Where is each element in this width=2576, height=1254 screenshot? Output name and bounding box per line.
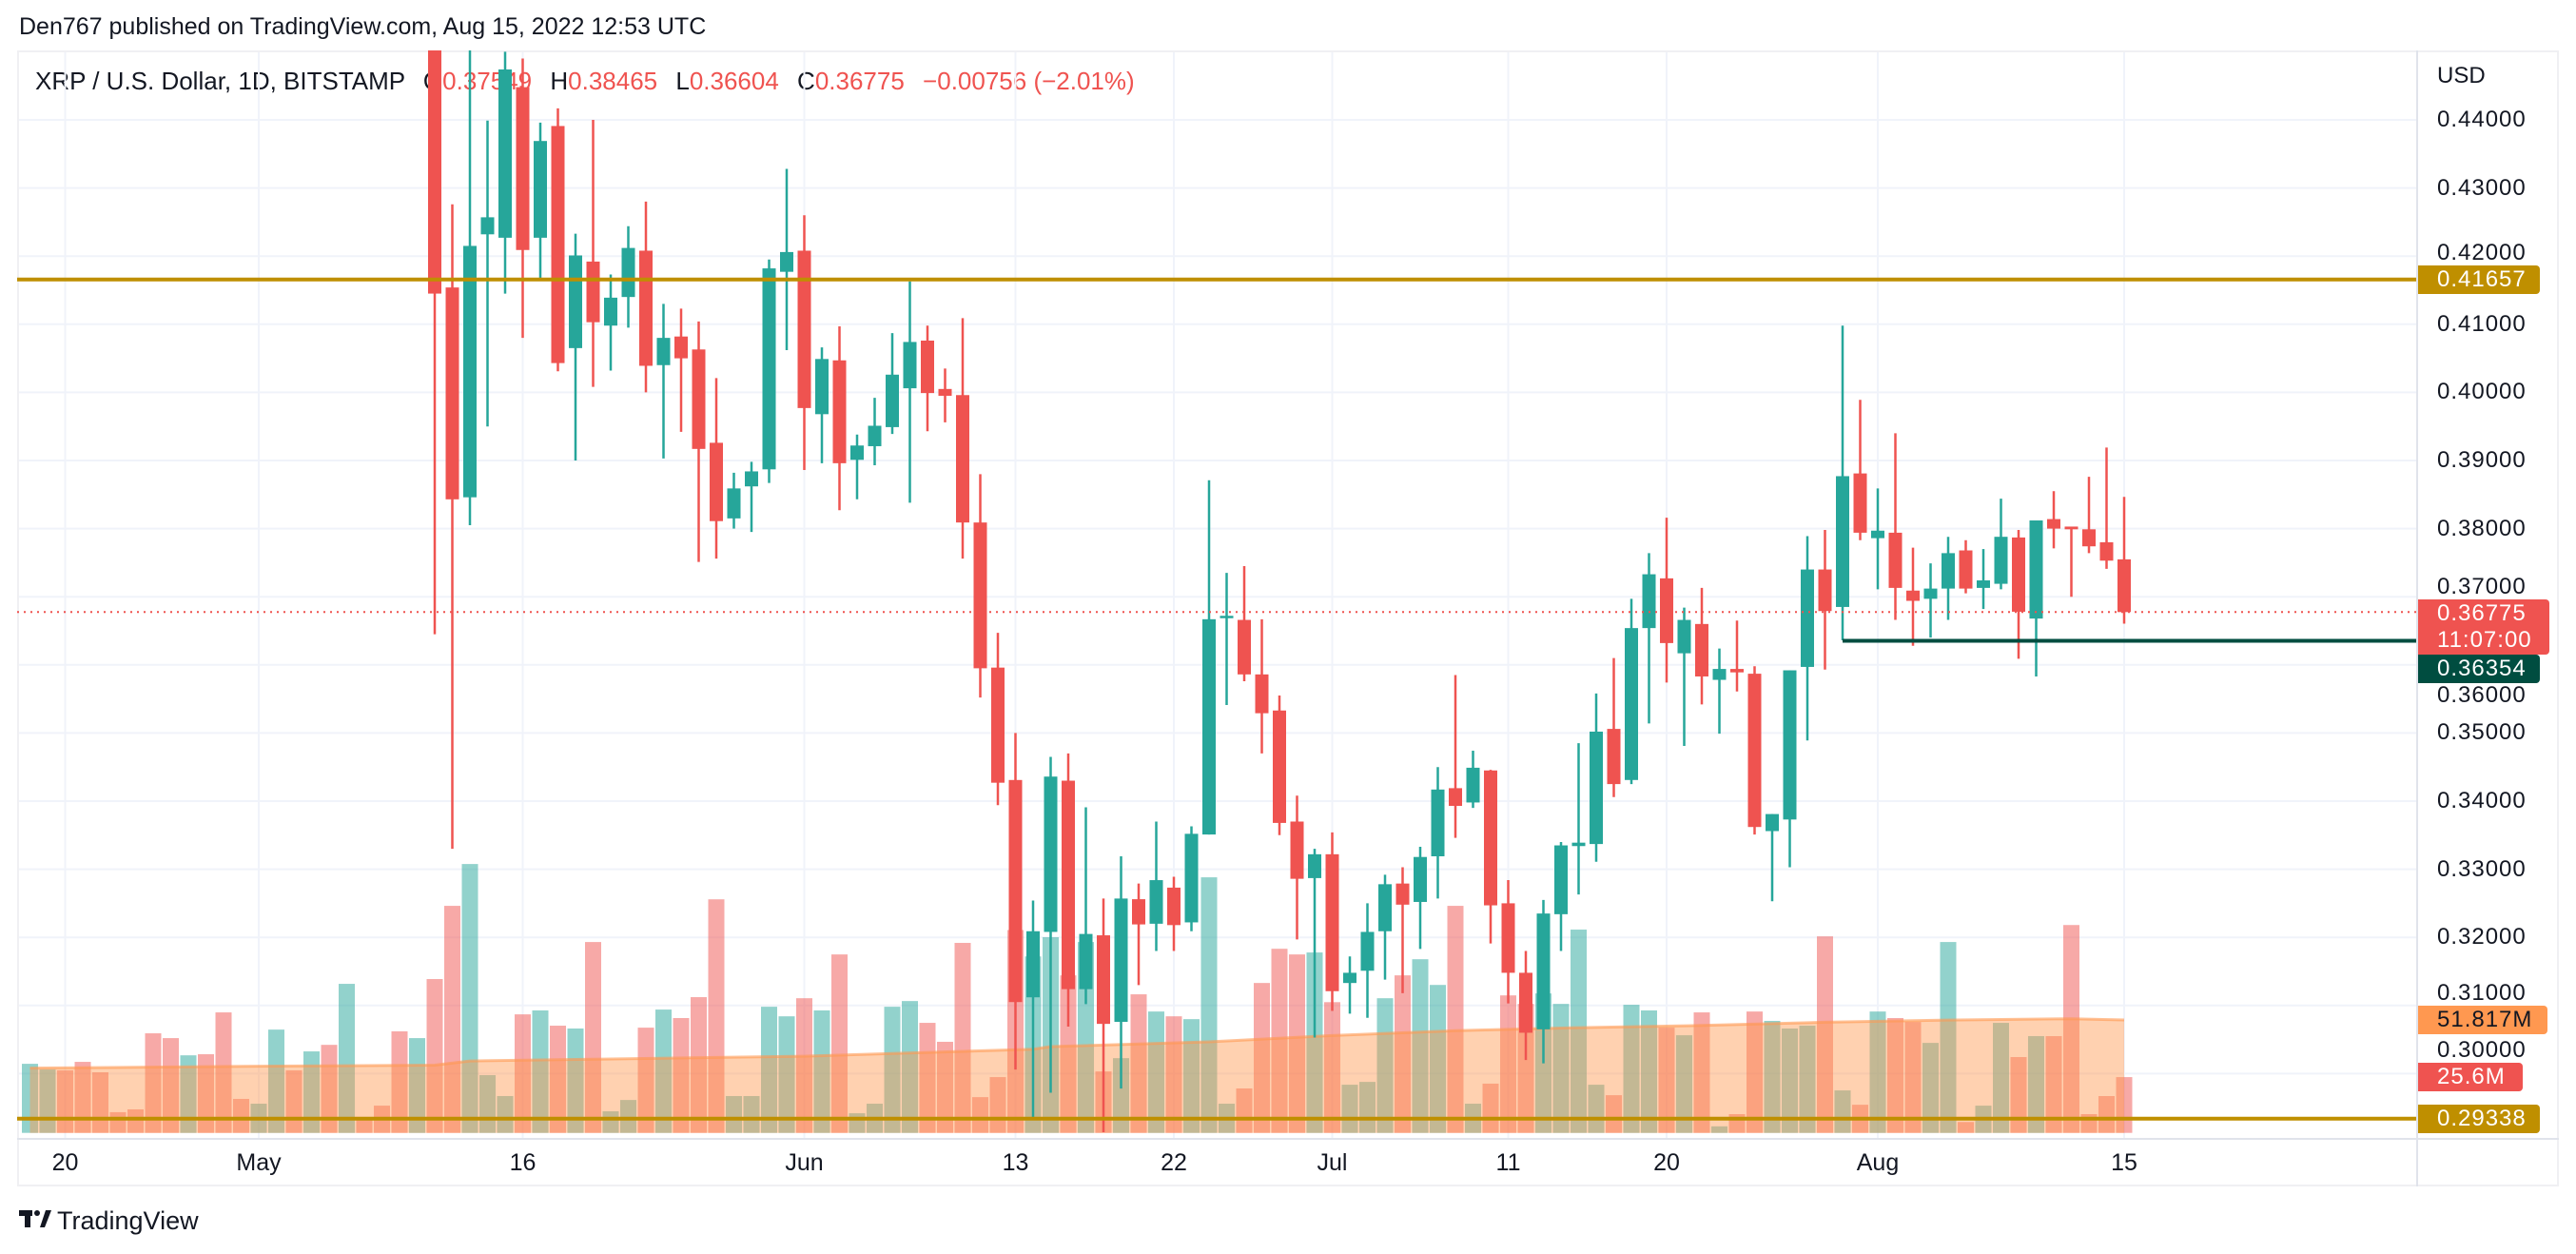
- time-tick-label: 13: [1002, 1149, 1029, 1176]
- open-value: 0.37549: [442, 67, 533, 95]
- bar-countdown: 11:07:00: [2437, 627, 2532, 654]
- tradingview-logo-icon: [19, 1206, 51, 1236]
- time-tick-label: 11: [1495, 1149, 1521, 1176]
- price-tick-label: 0.31000: [2437, 980, 2527, 1007]
- price-axis-separator: [2416, 50, 2418, 1186]
- price-tick-label: 0.37000: [2437, 574, 2527, 600]
- price-tick-label: 0.38000: [2437, 515, 2527, 541]
- price-tick-label: 0.33000: [2437, 855, 2527, 882]
- open-label: O: [422, 67, 443, 95]
- price-tick-label: 0.36000: [2437, 682, 2527, 709]
- close-value: 0.36775: [814, 67, 905, 95]
- price-tick-label: 0.44000: [2437, 107, 2527, 132]
- change-value: −0.00756 (−2.01%): [923, 67, 1135, 95]
- price-tick-label: 0.35000: [2437, 719, 2527, 746]
- price-tick-label: 0.30000: [2437, 1037, 2527, 1064]
- volume-ma-tag: 51.817M: [2418, 1006, 2547, 1035]
- time-tick-label: Jul: [1317, 1149, 1348, 1176]
- time-tick-label: 20: [1653, 1149, 1680, 1176]
- close-label: C: [797, 67, 815, 95]
- tradingview-logo-text: TradingView: [57, 1206, 199, 1235]
- price-tick-label: 0.34000: [2437, 788, 2527, 813]
- currency-label: USD: [2437, 63, 2486, 88]
- price-tick-label: 0.42000: [2437, 239, 2527, 265]
- symbol-name[interactable]: XRP / U.S. Dollar, 1D, BITSTAMP: [35, 67, 405, 95]
- support-price-tag: 0.36354: [2418, 655, 2540, 684]
- time-tick-label: 15: [2111, 1149, 2137, 1176]
- chart-frame: [17, 50, 2559, 1186]
- price-tick-label: 0.40000: [2437, 379, 2527, 405]
- high-value: 0.38465: [568, 67, 658, 95]
- published-caption: Den767 published on TradingView.com, Aug…: [19, 13, 707, 40]
- price-tick-label: 0.39000: [2437, 447, 2527, 473]
- time-tick-label: Jun: [785, 1149, 824, 1176]
- time-tick-label: 16: [509, 1149, 537, 1176]
- low-label: L: [675, 67, 690, 95]
- time-axis-separator: [17, 1138, 2559, 1140]
- symbol-legend[interactable]: XRP / U.S. Dollar, 1D, BITSTAMP O0.37549…: [35, 67, 1135, 96]
- last-price-tag: 0.36775 11:07:00: [2418, 599, 2549, 656]
- time-tick-label: Aug: [1856, 1149, 1900, 1176]
- level-price-tag: 0.41657: [2418, 265, 2540, 294]
- low-value: 0.36604: [689, 67, 779, 95]
- price-tick-label: 0.43000: [2437, 174, 2527, 201]
- last-price-value: 0.36775: [2437, 600, 2527, 627]
- time-tick-label: 20: [51, 1149, 79, 1176]
- time-tick-label: May: [236, 1149, 282, 1176]
- price-tick-label: 0.32000: [2437, 924, 2527, 950]
- tradingview-logo[interactable]: TradingView: [19, 1206, 199, 1236]
- level-price-tag: 0.29338: [2418, 1104, 2540, 1133]
- price-tick-label: 0.41000: [2437, 310, 2527, 337]
- high-label: H: [550, 67, 569, 95]
- volume-tag: 25.6M: [2418, 1063, 2523, 1092]
- time-tick-label: 22: [1161, 1149, 1187, 1176]
